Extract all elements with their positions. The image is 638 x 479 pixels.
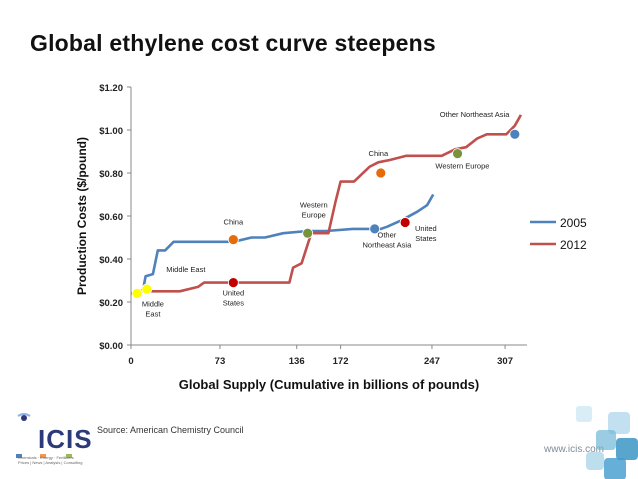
y-tick-label: $0.80 — [99, 169, 123, 180]
annotation-label: States — [415, 234, 437, 243]
annotation-label: Northeast Asia — [362, 241, 412, 250]
y-tick-label: $0.40 — [99, 255, 123, 266]
logo-tagline-2: Prices | News | Analysis | Consulting — [18, 460, 83, 465]
series-line-2012 — [131, 114, 523, 295]
data-marker — [141, 283, 153, 295]
annotation-label: Western — [300, 200, 328, 209]
x-tick-label: 0 — [128, 356, 133, 367]
annotation-label: United — [223, 289, 245, 298]
logo-text: ICIS — [38, 424, 93, 454]
data-marker — [375, 167, 387, 179]
y-tick-label: $0.60 — [99, 212, 123, 223]
x-axis-title: Global Supply (Cumulative in billions of… — [179, 377, 479, 392]
website-link[interactable]: www.icis.com — [544, 444, 605, 455]
data-marker — [227, 234, 239, 246]
annotation-label: China — [224, 218, 244, 227]
annotation-label: China — [369, 149, 389, 158]
annotation-label: Middle East — [166, 265, 206, 274]
x-tick-label: 136 — [289, 356, 305, 367]
annotation-label: States — [223, 299, 245, 308]
decorative-squares-icon — [576, 406, 638, 479]
data-marker — [227, 277, 239, 289]
y-tick-label: $1.20 — [99, 83, 123, 94]
data-marker — [131, 287, 143, 299]
y-tick-label: $1.00 — [99, 126, 123, 137]
data-marker — [399, 217, 411, 228]
annotation-label: United — [415, 224, 437, 233]
y-tick-label: $0.20 — [99, 298, 123, 309]
annotation-label: Other — [377, 231, 396, 240]
y-axis-title: Production Costs ($/pound) — [75, 137, 89, 295]
legend-label-2012: 2012 — [560, 238, 587, 252]
logo-tagline-1: Chemicals · Energy · Fertilizers — [18, 455, 74, 460]
y-tick-label: $0.00 — [99, 341, 123, 352]
data-marker — [452, 148, 463, 160]
data-marker — [302, 227, 314, 239]
logo-mark-icon — [16, 413, 72, 458]
annotation-label: Other Northeast Asia — [440, 110, 510, 119]
source-note: Source: American Chemistry Council — [97, 425, 244, 435]
data-marker — [369, 223, 381, 235]
annotation-label: Middle — [142, 299, 164, 308]
annotation-label: East — [145, 309, 161, 318]
x-tick-label: 73 — [215, 356, 226, 367]
series-line-2005 — [131, 193, 435, 295]
annotation-label: Europe — [302, 210, 326, 219]
x-tick-label: 247 — [424, 356, 440, 367]
legend-label-2005: 2005 — [560, 216, 587, 230]
x-tick-label: 172 — [333, 356, 349, 367]
slide-title: Global ethylene cost curve steepens — [30, 30, 436, 56]
x-tick-label: 307 — [497, 356, 513, 367]
annotation-label: Western Europe — [435, 162, 489, 171]
data-marker — [509, 128, 521, 140]
